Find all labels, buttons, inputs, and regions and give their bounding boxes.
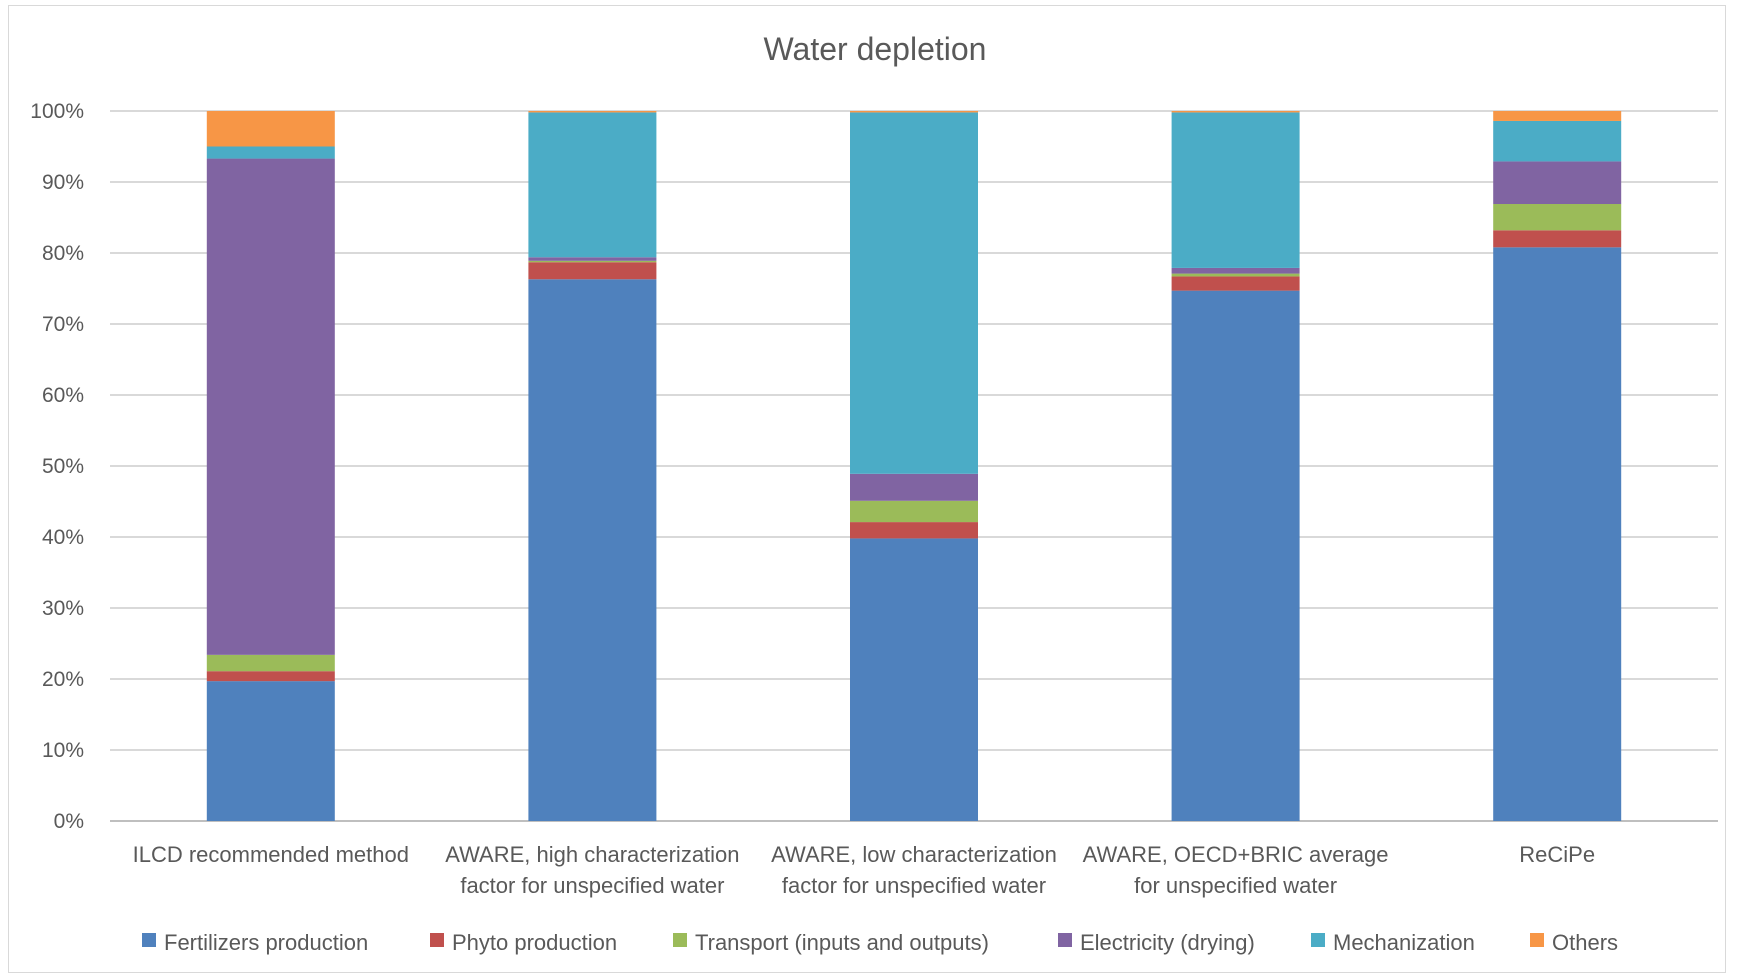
bar-segment	[1493, 230, 1622, 248]
bar-segment	[528, 111, 657, 113]
legend-label: Mechanization	[1333, 930, 1475, 955]
x-category-label: for unspecified water	[1134, 873, 1337, 898]
bar-segment	[850, 473, 978, 501]
x-category-label: ReCiPe	[1519, 842, 1595, 867]
legend-swatch	[430, 933, 444, 947]
y-tick-label: 100%	[30, 100, 84, 123]
bar-segment	[1171, 111, 1300, 113]
bar-segment	[528, 257, 657, 261]
bar-segment	[1171, 112, 1300, 268]
y-tick-label: 0%	[54, 810, 84, 833]
bars	[206, 111, 1622, 821]
legend-swatch	[1311, 933, 1325, 947]
bar-segment	[850, 111, 978, 113]
bar-segment	[528, 112, 657, 258]
legend-swatch	[142, 933, 156, 947]
x-category-label: AWARE, OECD+BRIC average	[1083, 842, 1389, 867]
bar-segment	[1171, 290, 1300, 821]
y-tick-label: 80%	[42, 242, 84, 265]
y-tick-label: 30%	[42, 597, 84, 620]
bar-segment	[206, 146, 335, 159]
bar-segment	[1493, 120, 1622, 162]
legend-label: Transport (inputs and outputs)	[695, 930, 989, 955]
legend-swatch	[1058, 933, 1072, 947]
y-tick-label: 40%	[42, 526, 84, 549]
y-tick-label: 20%	[42, 668, 84, 691]
bar-segment	[528, 279, 657, 821]
bar-segment	[206, 158, 335, 655]
x-category-label: ILCD recommended method	[133, 842, 409, 867]
legend-label: Fertilizers production	[164, 930, 368, 955]
bar-segment	[206, 111, 335, 147]
y-tick-label: 10%	[42, 739, 84, 762]
bar-segment	[1171, 273, 1300, 277]
y-tick-label: 60%	[42, 384, 84, 407]
legend-label: Others	[1552, 930, 1618, 955]
bar-segment	[1493, 247, 1622, 821]
bar-segment	[850, 538, 978, 821]
y-tick-label: 70%	[42, 313, 84, 336]
bar-segment	[1493, 161, 1622, 205]
bar-segment	[1493, 111, 1622, 121]
legend-label: Electricity (drying)	[1080, 930, 1255, 955]
legend: Fertilizers production Phyto production Tr…	[142, 930, 1618, 955]
legend-swatch	[673, 933, 687, 947]
legend-label: Phyto production	[452, 930, 617, 955]
y-tick-label: 50%	[42, 455, 84, 478]
bar-segment	[206, 681, 335, 821]
chart-title: Water depletion	[764, 31, 987, 67]
y-axis-ticks: 0% 10% 20% 30% 40% 50% 60% 70% 80% 90% 100%	[30, 100, 84, 833]
bar-segment	[206, 671, 335, 682]
x-category-label: factor for unspecified water	[460, 873, 724, 898]
bar-segment	[850, 522, 978, 539]
bar-segment	[528, 260, 657, 263]
bar-segment	[850, 500, 978, 523]
x-category-label: factor for unspecified water	[782, 873, 1046, 898]
bar-segment	[1171, 267, 1300, 274]
bar-segment	[1493, 204, 1622, 231]
y-tick-label: 90%	[42, 171, 84, 194]
legend-swatch	[1530, 933, 1544, 947]
x-axis-categories: ILCD recommended method AWARE, high chara…	[133, 842, 1595, 898]
x-category-label: AWARE, low characterization	[771, 842, 1057, 867]
bar-segment	[528, 262, 657, 280]
x-category-label: AWARE, high characterization	[445, 842, 739, 867]
bar-segment	[206, 654, 335, 672]
bar-segment	[1171, 276, 1300, 291]
bar-segment	[850, 112, 978, 474]
